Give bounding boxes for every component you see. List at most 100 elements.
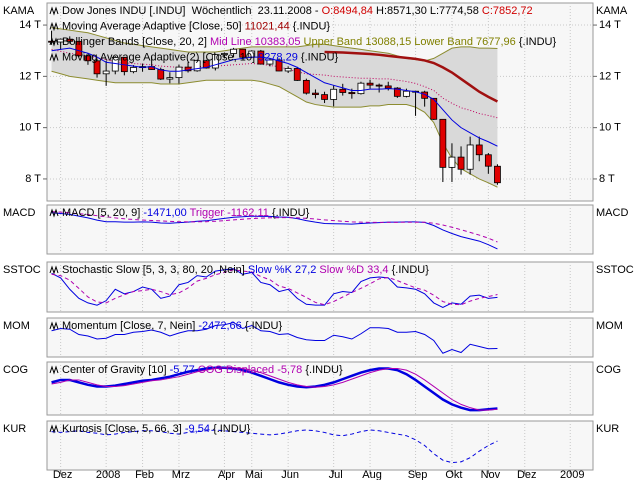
panel-label: SSTOC <box>596 264 634 276</box>
series-line <box>324 50 499 103</box>
y-tick-label: 8 T <box>25 173 41 185</box>
legend-text: Upper Band 13088,15 Lower Band 7677,96 <box>301 36 516 48</box>
candle-body <box>466 144 474 170</box>
legend-icon <box>49 37 59 47</box>
x-tick-label: Okt <box>445 469 462 480</box>
y-tick-label: 12 T <box>599 70 621 82</box>
legend-text: {.INDU} <box>290 20 331 32</box>
panel-label: KAMA <box>3 5 35 17</box>
legend-text: Moving Average Adaptive [Close, 50] <box>62 20 245 32</box>
legend-text: COG Displaced -5,78 <box>195 364 303 376</box>
candle-body <box>130 67 137 73</box>
legend-text: -5,77 <box>170 364 195 376</box>
legend-text: C:7852,72 <box>482 5 533 17</box>
candle-body <box>421 91 429 99</box>
panel-label: KAMA <box>596 5 628 17</box>
legend-text: Kurtosis [Close, 5, 66, 3] <box>62 423 185 435</box>
x-tick-label: 2008 <box>96 469 120 480</box>
panel-label: KUR <box>3 423 26 435</box>
x-tick-label: Feb <box>135 469 154 480</box>
candle-body <box>211 54 219 69</box>
candle-body <box>57 38 65 43</box>
panel-label: MOM <box>3 320 30 332</box>
legend-text: 11021,44 <box>245 20 290 32</box>
legend-text: {.INDU} <box>302 364 343 376</box>
y-tick-label: 14 T <box>599 19 621 31</box>
bollinger-band-area <box>51 27 498 188</box>
legend-entry: MACD [5, 20, 9] -1471,00 Trigger -1162,1… <box>62 207 310 219</box>
legend-icon <box>49 52 59 63</box>
candle-body <box>348 92 356 95</box>
series-line <box>51 269 498 306</box>
legend-text: MACD [5, 20, 9] <box>62 207 143 219</box>
legend-text: Stochastic Slow [5, 3, 3, 80, 20, Nein] <box>62 264 248 276</box>
x-tick-label: Jul <box>329 469 343 480</box>
candle-body <box>293 68 301 81</box>
legend-icon <box>49 424 59 434</box>
legend-entry: Center of Gravity [10] -5,77 COG Displac… <box>62 364 343 376</box>
legend-text: {.INDU} <box>210 423 251 435</box>
series-line <box>51 321 498 354</box>
x-tick-label: Dez <box>53 469 73 480</box>
candle-body <box>403 90 410 97</box>
candle-body <box>284 68 292 72</box>
legend-text: Mid Line 10383,05 <box>210 36 301 48</box>
candle-body <box>302 79 310 94</box>
candle-body <box>384 85 392 89</box>
candle-body <box>457 156 465 170</box>
panel-label: MACD <box>596 207 628 219</box>
candle-body <box>439 118 447 168</box>
legend-text: {.INDU} <box>298 51 339 63</box>
legend-entry: Bollinger Bands [Close, 20, 2] Mid Line … <box>62 36 556 48</box>
candle-body <box>84 55 92 62</box>
x-tick-label: Aug <box>362 469 382 480</box>
legend-icon <box>49 365 59 375</box>
x-tick-label: Dez <box>517 469 537 480</box>
candle-body <box>366 82 374 86</box>
legend-text: Center of Gravity [10] <box>62 364 170 376</box>
x-tick-label: Sep <box>408 469 428 480</box>
candle-body <box>157 69 165 80</box>
legend-text: Trigger -1162,11 <box>187 207 269 219</box>
legend-icon <box>49 265 59 275</box>
candle-body <box>321 94 328 100</box>
candle-body <box>230 48 237 54</box>
candle-body <box>166 77 174 80</box>
series-line <box>51 47 498 147</box>
series-line <box>51 367 498 411</box>
candle-body <box>202 60 210 69</box>
candle-body <box>448 156 456 168</box>
legend-text: Slow %D 33,4 <box>316 264 388 276</box>
candle-body <box>484 154 492 167</box>
candle-body <box>475 144 483 156</box>
legend-icon <box>49 208 59 218</box>
y-tick-label: 8 T <box>599 173 615 185</box>
candle-body <box>193 60 201 72</box>
candle-body <box>494 165 501 184</box>
candle-body <box>375 84 383 87</box>
legend-text: {.INDU} <box>269 207 310 219</box>
legend-icon <box>49 6 59 16</box>
panel-label: SSTOC <box>3 264 41 276</box>
candle-body <box>93 60 101 75</box>
panel <box>46 261 594 313</box>
y-tick-label: 10 T <box>599 122 621 134</box>
y-tick-label: 10 T <box>19 122 41 134</box>
panel <box>46 420 594 471</box>
panel-label: MOM <box>596 320 623 332</box>
bollinger-lower <box>51 70 498 188</box>
legend-text: Slow %K 27,2 <box>248 264 316 276</box>
legend-entry: Dow Jones INDU [.INDU] Wöchentlich 23.11… <box>62 5 533 17</box>
x-tick-label: Mai <box>245 469 263 480</box>
x-tick-label: Mrz <box>172 469 190 480</box>
candle-body <box>102 70 110 75</box>
panel <box>46 317 594 358</box>
series-line <box>51 366 498 412</box>
legend-entry: Momentum [Close, 7, Nein] -2472,66 {.IND… <box>62 320 282 332</box>
legend-entry: Stochastic Slow [5, 3, 3, 80, 20, Nein] … <box>62 264 429 276</box>
series-line <box>51 211 498 243</box>
legend-text: -1471,00 <box>143 207 186 219</box>
x-tick-label: Jun <box>281 469 299 480</box>
legend-text: {.INDU} <box>516 36 557 48</box>
